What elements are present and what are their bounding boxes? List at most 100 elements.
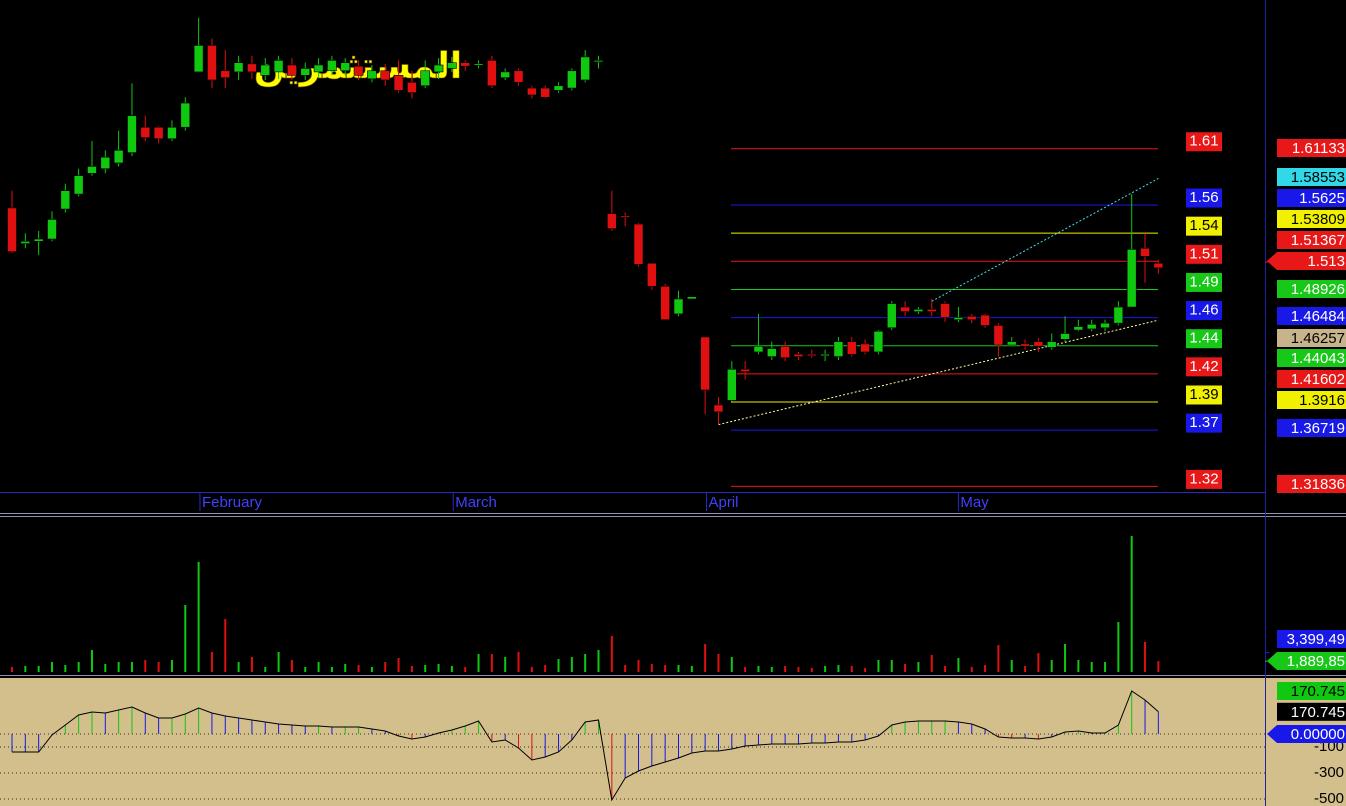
candle-body — [47, 219, 57, 240]
volume-bar — [184, 605, 187, 672]
level-label-box — [1186, 272, 1222, 292]
level-label-box — [1186, 216, 1222, 236]
volume-bar — [1010, 660, 1013, 672]
candle-body — [260, 64, 271, 76]
volume-bar — [130, 662, 133, 672]
candle-body — [113, 149, 124, 164]
level-label-box — [1186, 188, 1222, 208]
candle-body — [900, 306, 910, 312]
candle-body — [433, 64, 444, 73]
volume-bar — [1050, 660, 1053, 672]
candle-body — [180, 102, 191, 128]
volume-bar — [210, 652, 213, 672]
volume-bar — [117, 662, 120, 672]
volume-bar — [384, 662, 387, 672]
candle-body — [193, 45, 204, 73]
candle-body — [487, 60, 497, 87]
volume-bar — [1144, 641, 1147, 672]
volume-bar — [970, 667, 973, 672]
volume-bar — [157, 662, 160, 672]
volume-bar — [850, 665, 853, 672]
x-tick-label: February — [202, 494, 263, 511]
candle-body — [700, 336, 710, 391]
price-axis-label: 1.48926 — [1291, 281, 1345, 298]
candle-body — [593, 60, 604, 63]
candle-body — [167, 126, 177, 140]
osc-axis-label: 170.745 — [1291, 683, 1345, 700]
candle-body — [846, 341, 857, 355]
candle-body — [580, 56, 590, 81]
volume-bar — [957, 657, 960, 672]
volume-bar — [704, 643, 707, 672]
volume-bar — [597, 650, 600, 672]
candle-body — [367, 70, 377, 80]
level-label: 1.56 — [1189, 189, 1218, 206]
price-axis-label: 1.61133 — [1292, 140, 1345, 157]
candle-body — [300, 68, 311, 76]
volume-bar — [1064, 643, 1067, 672]
volume-bar — [677, 664, 680, 672]
osc-zero-label: 0.00000 — [1291, 726, 1345, 743]
candle-body — [713, 404, 724, 413]
candle-body — [873, 330, 884, 353]
price-axis-label: 1.36719 — [1291, 420, 1345, 437]
candle-body — [567, 70, 577, 89]
osc-axis-label: 170.745 — [1291, 704, 1345, 721]
price-axis-label-box — [1277, 370, 1346, 388]
volume-bar — [517, 652, 520, 672]
candle-body — [1073, 326, 1084, 331]
volume-bar — [170, 660, 173, 672]
candle-body — [313, 64, 324, 73]
level-label: 1.54 — [1189, 217, 1218, 234]
volume-bar — [784, 665, 787, 672]
volume-bar — [410, 665, 413, 672]
trend-line — [718, 319, 1159, 426]
price-axis-label-box — [1277, 210, 1346, 228]
volume-bar — [1117, 621, 1120, 672]
price-axis-label: 1.46484 — [1291, 308, 1345, 325]
volume-bar — [290, 660, 293, 672]
level-label: 1.51 — [1189, 245, 1218, 262]
level-label-box — [1186, 413, 1222, 433]
volume-bar — [357, 664, 360, 672]
candle-body — [287, 64, 297, 76]
x-tick-label: May — [960, 494, 989, 511]
level-label-box — [1186, 244, 1222, 264]
volume-bar — [50, 662, 53, 672]
candle-body — [513, 70, 524, 83]
candle-body — [607, 213, 617, 229]
volume-bar — [144, 660, 147, 672]
candle-body — [886, 303, 897, 329]
volume-bar — [570, 657, 573, 672]
volume-bar — [877, 660, 880, 672]
candle-body — [673, 298, 684, 315]
volume-bar — [624, 664, 627, 672]
volume-bar — [1157, 661, 1160, 672]
price-axis-label-box — [1277, 231, 1346, 249]
candle-body — [1113, 306, 1124, 324]
volume-bar — [224, 619, 227, 672]
volume-bar — [330, 667, 333, 672]
volume-bar — [437, 664, 440, 672]
level-label-box — [1186, 357, 1222, 377]
volume-bar — [930, 655, 933, 672]
level-label-box — [1186, 132, 1222, 152]
candle-body — [460, 62, 471, 67]
candle-body — [393, 75, 404, 91]
osc-zero-label-box — [1267, 725, 1346, 744]
candle-body — [1006, 341, 1017, 346]
candle-body — [913, 309, 924, 312]
volume-bar — [477, 653, 480, 672]
candle-body — [87, 166, 97, 174]
candle-body — [860, 343, 870, 353]
candle-body — [273, 60, 284, 73]
volume-bar — [837, 664, 840, 672]
volume-bar — [1130, 536, 1133, 672]
candle-body — [1020, 343, 1030, 347]
candle-body — [660, 285, 670, 321]
candle-body — [340, 62, 351, 72]
candle-body — [633, 223, 644, 265]
candle-body — [220, 70, 231, 78]
volume-bar — [464, 667, 467, 672]
volume-axis-label: 1,889,85 — [1287, 653, 1345, 670]
